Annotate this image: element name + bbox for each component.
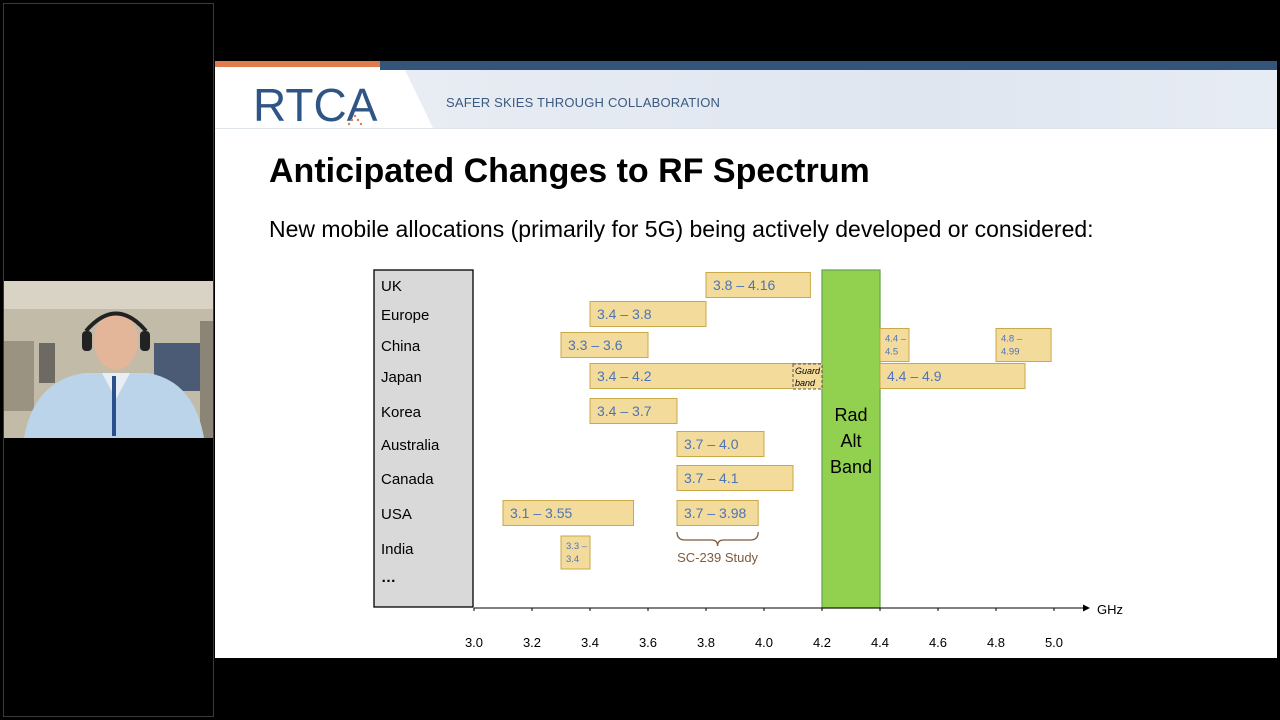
rad-alt-band-label: Rad <box>834 405 867 425</box>
country-label: China <box>381 338 421 355</box>
country-label: … <box>381 569 396 586</box>
x-axis-tick-label: 4.0 <box>755 635 773 650</box>
country-label: Europe <box>381 307 429 324</box>
country-label: Japan <box>381 369 422 386</box>
allocation-label: 4.8 – <box>1001 334 1023 345</box>
allocation-label: 3.3 – <box>566 541 588 552</box>
allocation-bar <box>502 500 634 526</box>
guard-band-label: band <box>795 378 816 388</box>
x-axis-tick-label: 4.2 <box>813 635 831 650</box>
tagline: SAFER SKIES THROUGH COLLABORATION <box>446 95 721 110</box>
country-label: USA <box>381 506 412 523</box>
x-axis-tick-label: 5.0 <box>1045 635 1063 650</box>
x-axis-label: GHz <box>1097 602 1123 617</box>
allocation-label: 3.3 – 3.6 <box>568 337 623 353</box>
country-panel <box>373 269 474 608</box>
country-label: India <box>381 541 414 558</box>
allocation-bar <box>560 535 591 570</box>
country-label: Canada <box>381 471 434 488</box>
allocation-label: 3.4 <box>566 554 579 565</box>
allocation-bar <box>676 500 759 526</box>
allocation-bar <box>676 465 794 491</box>
x-axis-tick-label: 4.8 <box>987 635 1005 650</box>
allocation-label: 4.5 <box>885 347 898 358</box>
allocation-bar <box>879 328 910 362</box>
allocation-label: 3.4 – 4.2 <box>597 368 652 384</box>
allocation-bar <box>589 301 707 327</box>
allocation-bar <box>705 272 811 298</box>
guard-band-label: Guard <box>795 366 821 376</box>
spectrum-chart: UK Europe China Japan Korea Australia Canada US… <box>373 269 1123 650</box>
allocation-label: 3.8 – 4.16 <box>713 277 775 293</box>
allocation-bar <box>676 431 765 457</box>
x-axis-tick-label: 4.6 <box>929 635 947 650</box>
x-axis-tick-label: 3.4 <box>581 635 599 650</box>
allocation-label: 3.7 – 3.98 <box>684 505 746 521</box>
x-axis-tick-label: 3.2 <box>523 635 541 650</box>
tagline-band <box>405 70 1277 128</box>
allocation-label: 3.4 – 3.8 <box>597 306 652 322</box>
x-axis-arrow-icon <box>1083 604 1090 612</box>
webcam-video-presenter <box>4 281 213 438</box>
allocation-label: 4.99 <box>1001 347 1020 358</box>
x-axis-tick-label: 4.4 <box>871 635 889 650</box>
allocation-label: 4.4 – 4.9 <box>887 368 942 384</box>
allocation-label: 3.7 – 4.1 <box>684 470 739 486</box>
allocation-bar <box>879 363 1026 389</box>
country-label: UK <box>381 278 402 295</box>
presenter-image <box>4 281 213 438</box>
rtca-logo: RTCA <box>253 79 378 131</box>
slide-title: Anticipated Changes to RF Spectrum <box>269 152 870 190</box>
allocation-label: 3.7 – 4.0 <box>684 436 739 452</box>
slide-subtitle: New mobile allocations (primarily for 5G… <box>269 216 1094 242</box>
x-axis-tick-label: 3.8 <box>697 635 715 650</box>
header-accent-navy <box>380 61 1277 70</box>
x-axis-tick-label: 3.6 <box>639 635 657 650</box>
study-bracket <box>676 531 759 547</box>
guard-band <box>792 363 823 390</box>
x-axis-tick-label: 3.0 <box>465 635 483 650</box>
allocation-bar <box>589 398 678 424</box>
logo-dots-icon <box>347 114 363 126</box>
allocation-label: 4.4 – <box>885 334 907 345</box>
allocation-label: 3.1 – 3.55 <box>510 505 572 521</box>
header-divider <box>215 128 1277 129</box>
allocation-bar <box>560 332 649 358</box>
rad-alt-band-label: Band <box>830 457 872 477</box>
study-bracket-label: SC-239 Study <box>677 550 758 565</box>
rad-alt-band-label: Alt <box>840 431 861 451</box>
country-label: Australia <box>381 437 440 454</box>
allocation-label: 3.4 – 3.7 <box>597 403 652 419</box>
country-label: Korea <box>381 404 422 421</box>
presentation-slide: RTCA SAFER SKIES THROUGH COLLABORATION A… <box>215 61 1277 658</box>
allocation-bar <box>995 328 1052 362</box>
header-accent-orange <box>215 61 380 67</box>
